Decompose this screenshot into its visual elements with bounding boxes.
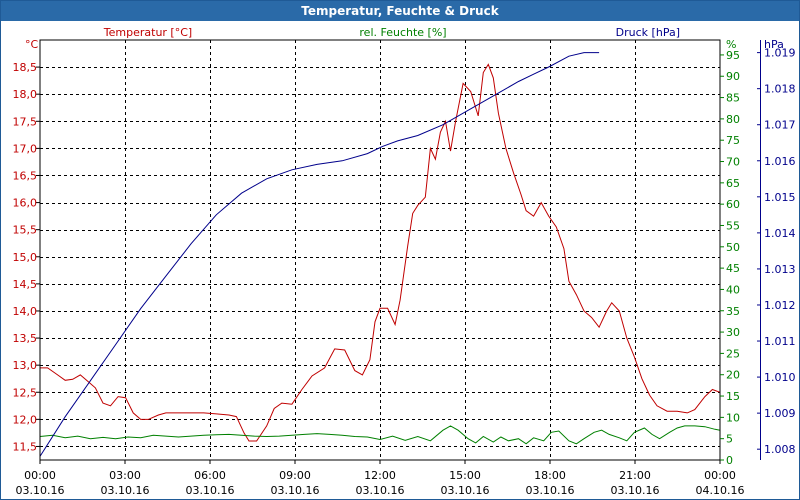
humidity-line [39, 425, 721, 445]
legend-temp: Temperatur [°C] [103, 26, 192, 39]
temp-tick-label-7: 15,0 [13, 251, 38, 264]
x-tick-date-3: 03.10.16 [271, 484, 320, 497]
pressure-tick-label-6: 1.014 [764, 227, 796, 240]
humidity-tick-label-4: 20 [726, 369, 740, 382]
humidity-tick-label-14: 70 [726, 156, 740, 169]
x-tick-date-4: 03.10.16 [356, 484, 405, 497]
x-tick-time-4: 12:00 [364, 469, 396, 482]
x-tick-date-6: 03.10.16 [526, 484, 575, 497]
x-tick-time-6: 18:00 [534, 469, 566, 482]
pressure-tick-label-0: 1.008 [764, 443, 796, 456]
pressure-tick-label-5: 1.013 [764, 263, 796, 276]
temp-unit-label: °C [25, 38, 39, 51]
humidity-tick-label-3: 15 [726, 390, 740, 403]
temp-axis-ticks: 11,5 12,0 12,5 13,0 13,5 14,0 14,5 15,0 15,5 16,0… [13, 61, 40, 453]
humidity-tick-label-5: 25 [726, 347, 740, 360]
humidity-unit-label: % [726, 38, 736, 51]
temp-tick-label-9: 16,0 [13, 197, 38, 210]
temp-tick-label-13: 18,0 [13, 88, 38, 101]
x-tick-time-2: 06:00 [194, 469, 226, 482]
humidity-tick-label-7: 35 [726, 305, 740, 318]
humidity-tick-label-15: 75 [726, 134, 740, 147]
x-tick-date-7: 03.10.16 [611, 484, 660, 497]
temp-tick-label-8: 15,5 [13, 224, 38, 237]
humidity-tick-label-6: 30 [726, 326, 740, 339]
pressure-tick-label-1: 1.009 [764, 407, 796, 420]
humidity-tick-label-12: 60 [726, 198, 740, 211]
temp-tick-label-3: 13,0 [13, 359, 38, 372]
humidity-tick-label-19: 95 [726, 49, 740, 62]
legend-pressure: Druck [hPa] [616, 26, 680, 39]
humidity-tick-label-0: 0 [726, 454, 733, 467]
pressure-tick-label-10: 1.018 [764, 83, 796, 96]
x-tick-time-3: 09:00 [279, 469, 311, 482]
x-tick-time-5: 15:00 [449, 469, 481, 482]
temp-tick-label-0: 11,5 [13, 440, 38, 453]
x-tick-time-8: 00:00 [704, 469, 736, 482]
pressure-tick-label-7: 1.015 [764, 191, 796, 204]
x-tick-date-2: 03.10.16 [186, 484, 235, 497]
temperature-line [40, 63, 721, 442]
humidity-tick-label-1: 5 [726, 433, 733, 446]
x-tick-date-8: 04.10.16 [696, 484, 745, 497]
x-tick-time-0: 00:00 [24, 469, 56, 482]
humidity-tick-label-10: 50 [726, 241, 740, 254]
humidity-tick-label-13: 65 [726, 177, 740, 190]
series-layer [39, 52, 721, 457]
pressure-tick-label-3: 1.011 [764, 335, 796, 348]
pressure-unit-label: hPa [764, 38, 784, 51]
humidity-tick-label-11: 55 [726, 219, 740, 232]
temp-tick-label-10: 16,5 [13, 169, 38, 182]
temp-tick-label-11: 17,0 [13, 142, 38, 155]
pressure-line [39, 52, 600, 457]
window-title: Temperatur, Feuchte & Druck [1, 1, 799, 21]
x-tick-date-1: 03.10.16 [101, 484, 150, 497]
temp-tick-label-4: 13,5 [13, 332, 38, 345]
pressure-tick-label-9: 1.017 [764, 119, 796, 132]
humidity-tick-label-18: 90 [726, 70, 740, 83]
x-tick-time-1: 03:00 [109, 469, 141, 482]
temp-tick-label-5: 14,0 [13, 305, 38, 318]
temp-tick-label-2: 12,5 [13, 386, 38, 399]
humidity-tick-label-8: 40 [726, 283, 740, 296]
humidity-axis-ticks: 0 5 10 15 20 25 30 35 40 45 50 55 60 65 70 75 80 85 90 95 [720, 49, 740, 467]
humidity-tick-label-16: 80 [726, 113, 740, 126]
pressure-tick-label-2: 1.010 [764, 371, 796, 384]
humidity-tick-label-2: 10 [726, 411, 740, 424]
humidity-tick-label-9: 45 [726, 262, 740, 275]
legend-humidity: rel. Feuchte [%] [359, 26, 446, 39]
humidity-tick-label-17: 85 [726, 92, 740, 105]
pressure-tick-label-8: 1.016 [764, 155, 796, 168]
x-tick-time-7: 21:00 [619, 469, 651, 482]
x-tick-date-5: 03.10.16 [441, 484, 490, 497]
temp-tick-label-1: 12,0 [13, 413, 38, 426]
x-tick-date-0: 03.10.16 [16, 484, 65, 497]
temp-tick-label-6: 14,5 [13, 278, 38, 291]
temp-tick-label-14: 18,5 [13, 61, 38, 74]
x-axis-ticks: 00:00 03.10.16 03:00 03.10.16 06:00 03.10.16 0… [16, 460, 745, 497]
pressure-axis-ticks: 1.008 1.009 1.010 1.011 1.012 1.013 1.014 1.015… [757, 40, 796, 460]
temp-tick-label-12: 17,5 [13, 115, 38, 128]
pressure-tick-label-4: 1.012 [764, 299, 796, 312]
pressure-tick-label-11: 1.019 [764, 47, 796, 60]
